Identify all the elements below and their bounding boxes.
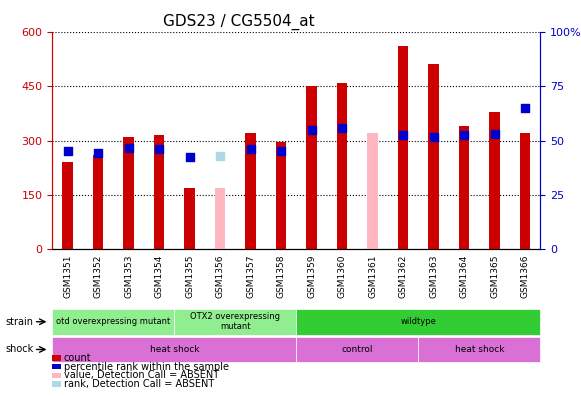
Text: OTX2 overexpressing
mutant: OTX2 overexpressing mutant: [191, 312, 280, 331]
Bar: [184, 188, 195, 249]
Bar: [520, 133, 530, 249]
Point: [429, 134, 438, 140]
Text: otd overexpressing mutant: otd overexpressing mutant: [56, 317, 170, 326]
Bar: [93, 155, 103, 249]
Bar: [367, 133, 378, 249]
Point: [185, 154, 194, 160]
Point: [63, 148, 72, 154]
Text: count: count: [64, 353, 92, 363]
Point: [338, 125, 347, 131]
Bar: [428, 64, 439, 249]
Text: rank, Detection Call = ABSENT: rank, Detection Call = ABSENT: [64, 379, 214, 389]
Bar: [459, 126, 469, 249]
Bar: [306, 86, 317, 249]
Bar: [245, 133, 256, 249]
Point: [94, 150, 103, 156]
Text: strain: strain: [6, 317, 34, 327]
Text: heat shock: heat shock: [149, 345, 199, 354]
Text: GDS23 / CG5504_at: GDS23 / CG5504_at: [163, 14, 314, 30]
Bar: [154, 135, 164, 249]
Text: control: control: [342, 345, 373, 354]
Point: [155, 145, 164, 152]
Point: [216, 152, 225, 159]
Text: percentile rank within the sample: percentile rank within the sample: [64, 362, 229, 372]
Point: [246, 145, 255, 152]
Point: [460, 132, 469, 138]
Bar: [398, 46, 408, 249]
Bar: [215, 188, 225, 249]
Text: shock: shock: [6, 345, 34, 354]
Text: wildtype: wildtype: [400, 317, 436, 326]
Point: [399, 132, 408, 138]
Bar: [123, 137, 134, 249]
Point: [277, 148, 286, 154]
Bar: [489, 112, 500, 249]
Bar: [276, 143, 286, 249]
Point: [521, 105, 530, 111]
Point: [307, 126, 316, 133]
Bar: [337, 82, 347, 249]
Text: value, Detection Call = ABSENT: value, Detection Call = ABSENT: [64, 370, 219, 381]
Point: [490, 131, 499, 137]
Text: heat shock: heat shock: [454, 345, 504, 354]
Point: [124, 145, 133, 151]
Bar: [62, 162, 73, 249]
